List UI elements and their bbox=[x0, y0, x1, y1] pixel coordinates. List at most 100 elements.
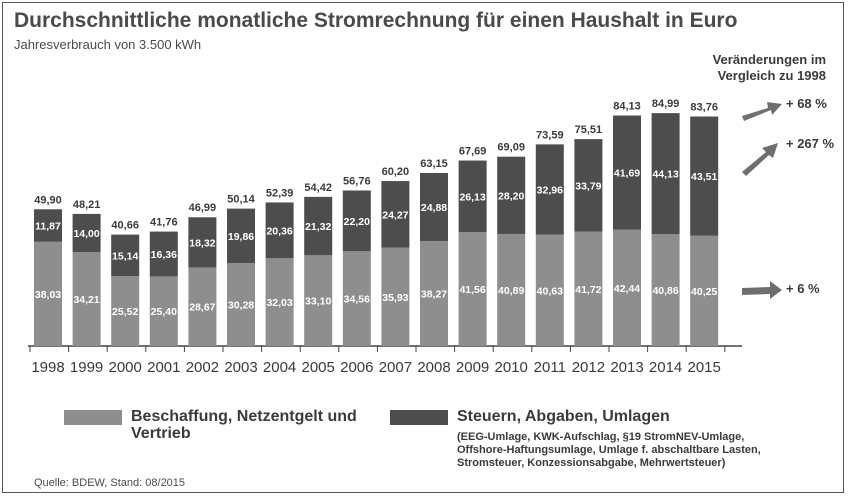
bar-segment-procurement bbox=[149, 276, 178, 346]
data-label-procurement: 34,56 bbox=[344, 294, 370, 306]
data-label-procurement: 40,63 bbox=[537, 285, 563, 297]
bar-segment-taxes bbox=[535, 144, 564, 235]
data-label-total: 83,76 bbox=[690, 101, 718, 113]
bar-segment-taxes bbox=[111, 234, 140, 277]
data-label-procurement: 30,28 bbox=[228, 300, 254, 312]
data-label-procurement: 35,93 bbox=[382, 292, 408, 304]
x-tick-label: 1998 bbox=[31, 359, 64, 376]
bar-segment-taxes bbox=[34, 209, 62, 242]
bar-segment-procurement bbox=[381, 247, 410, 346]
data-label-total: 75,51 bbox=[575, 124, 603, 136]
change-label: + 6 % bbox=[786, 281, 820, 296]
data-label-total: 56,76 bbox=[343, 175, 371, 187]
data-label-total: 48,21 bbox=[73, 199, 101, 211]
data-label-taxes: 19,86 bbox=[228, 231, 254, 243]
data-label-taxes: 18,32 bbox=[189, 237, 215, 249]
x-tick-label: 2003 bbox=[224, 359, 257, 376]
data-label-taxes: 28,20 bbox=[498, 190, 524, 202]
data-label-procurement: 40,89 bbox=[498, 285, 524, 297]
change-arrow bbox=[742, 281, 782, 299]
change-arrow bbox=[742, 143, 778, 176]
data-label-taxes: 44,13 bbox=[652, 169, 678, 181]
data-label-taxes: 24,27 bbox=[382, 209, 408, 221]
bar-segment-taxes bbox=[613, 115, 641, 230]
data-label-procurement: 32,03 bbox=[266, 297, 292, 309]
data-label-procurement: 25,52 bbox=[112, 306, 138, 318]
data-label-total: 67,69 bbox=[459, 146, 487, 158]
x-tick-label: 2009 bbox=[456, 359, 489, 376]
data-label-total: 46,99 bbox=[189, 202, 217, 214]
x-tick-label: 2007 bbox=[379, 359, 412, 376]
data-label-taxes: 15,14 bbox=[112, 250, 138, 262]
data-label-taxes: 21,32 bbox=[305, 221, 331, 233]
legend-label-taxes: Steuern, Abgaben, Umlagen bbox=[457, 408, 670, 425]
bar-segment-procurement bbox=[458, 232, 487, 346]
data-label-procurement: 40,86 bbox=[652, 285, 678, 297]
bar-segment-taxes bbox=[651, 113, 680, 235]
bar-segment-procurement bbox=[188, 267, 217, 346]
bar-segment-procurement bbox=[342, 251, 371, 346]
data-label-procurement: 38,27 bbox=[421, 289, 447, 301]
bar-segment-procurement bbox=[497, 233, 526, 346]
data-label-procurement: 42,44 bbox=[614, 283, 640, 295]
bar-segment-taxes bbox=[72, 213, 101, 253]
bar-segment-procurement bbox=[227, 263, 255, 346]
data-label-procurement: 38,03 bbox=[35, 289, 61, 301]
data-label-total: 63,15 bbox=[420, 158, 448, 170]
data-label-total: 50,14 bbox=[227, 194, 255, 206]
data-label-taxes: 33,79 bbox=[575, 180, 601, 192]
x-tick-label: 2002 bbox=[186, 359, 219, 376]
data-label-procurement: 25,40 bbox=[151, 306, 177, 318]
x-tick-label: 2015 bbox=[688, 359, 721, 376]
bar-segment-taxes bbox=[304, 196, 333, 256]
bar-segment-procurement bbox=[304, 255, 333, 346]
bar-segment-taxes bbox=[420, 172, 448, 242]
data-label-taxes: 41,69 bbox=[614, 168, 640, 180]
bar-segment-procurement bbox=[420, 241, 448, 346]
bar-segment-taxes bbox=[188, 217, 217, 268]
bar-segment-taxes bbox=[574, 139, 603, 232]
bar-segment-taxes bbox=[227, 208, 255, 264]
data-label-total: 84,13 bbox=[613, 100, 641, 112]
x-tick-label: 2006 bbox=[340, 359, 373, 376]
data-label-procurement: 40,25 bbox=[691, 286, 717, 298]
data-label-taxes: 20,36 bbox=[266, 225, 292, 237]
bar-segment-procurement bbox=[535, 234, 564, 346]
x-tick-label: 2012 bbox=[572, 359, 605, 376]
data-label-total: 41,76 bbox=[150, 217, 178, 229]
data-label-taxes: 43,51 bbox=[691, 171, 717, 183]
bar-segment-procurement bbox=[34, 241, 62, 346]
data-label-taxes: 26,13 bbox=[459, 191, 485, 203]
data-label-total: 84,99 bbox=[652, 98, 680, 110]
change-arrow bbox=[742, 102, 782, 121]
change-label: + 267 % bbox=[786, 136, 835, 151]
source-note: Quelle: BDEW, Stand: 08/2015 bbox=[34, 477, 186, 489]
data-label-total: 49,90 bbox=[34, 194, 62, 206]
x-tick-label: 2013 bbox=[610, 359, 643, 376]
data-label-taxes: 32,96 bbox=[537, 185, 563, 197]
changes-title: Veränderungen im Vergleich zu 1998 bbox=[712, 52, 826, 83]
bar-segment-procurement bbox=[651, 234, 680, 346]
chart-subtitle: Jahresverbrauch von 3.500 kWh bbox=[14, 37, 202, 52]
bar-segment-procurement bbox=[265, 258, 294, 346]
legend-swatch-procurement bbox=[64, 410, 122, 425]
data-label-taxes: 14,00 bbox=[73, 228, 99, 240]
bar-segment-taxes bbox=[690, 116, 719, 236]
bar-segment-taxes bbox=[381, 181, 410, 248]
data-label-total: 73,59 bbox=[536, 129, 564, 141]
bar-segment-procurement bbox=[574, 231, 603, 346]
data-label-total: 52,39 bbox=[266, 187, 294, 199]
bar-segment-taxes bbox=[149, 231, 178, 277]
x-tick-label: 2010 bbox=[495, 359, 528, 376]
data-label-procurement: 28,67 bbox=[189, 302, 215, 314]
data-label-taxes: 22,20 bbox=[344, 216, 370, 228]
bar-segment-taxes bbox=[458, 160, 487, 233]
bar-segment-procurement bbox=[690, 235, 719, 346]
bar-segment-procurement bbox=[111, 276, 140, 346]
data-label-procurement: 34,21 bbox=[73, 294, 99, 306]
legend-swatch-taxes bbox=[390, 410, 448, 425]
x-tick-label: 2011 bbox=[534, 359, 566, 376]
data-label-total: 54,42 bbox=[304, 182, 332, 194]
legend-label-procurement: Beschaffung, Netzentgelt und Vertrieb bbox=[131, 408, 357, 442]
